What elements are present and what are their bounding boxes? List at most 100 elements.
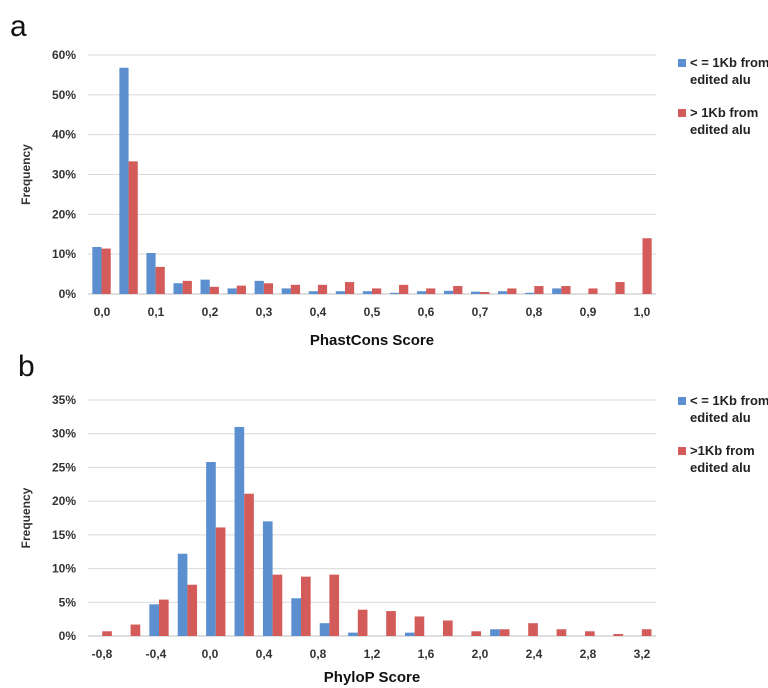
bar-near [498,291,508,294]
bar-far [641,629,652,636]
bar-far [426,288,436,294]
bar-near [173,283,183,295]
x-tick-label: 0,0 [202,647,219,661]
bar-far [344,282,355,294]
bar-far [528,623,538,636]
bar-near [291,598,301,636]
y-axis-title: Frequency [19,487,33,548]
y-tick-label: 10% [52,562,76,576]
panel-label: a [10,10,27,43]
bar-near [335,291,345,294]
bar-far [561,286,571,294]
x-tick-label: 0,7 [472,305,489,319]
chart-panel-a: a 0% 10% 20% 30% 40% 50% 60% 0,0 0,1 0,2 0,3 0,4 0,5 0… [10,10,768,349]
bar-far [215,527,226,636]
legend-label: edited alu [690,122,751,137]
bar-near [206,462,216,636]
bar-near [262,521,273,636]
bar-near [146,252,156,294]
bar-near [443,290,454,294]
bar-far [556,629,567,636]
bar-far [480,292,490,294]
x-tick-label: 0,0 [94,305,111,319]
bar-far [453,286,463,294]
bar-near [470,291,481,294]
legend-label: edited alu [690,72,751,87]
bar-far [263,283,274,295]
y-tick-label: 60% [52,48,76,62]
bar-far [317,284,328,294]
bar-far [642,238,652,294]
bar-far [613,633,624,636]
bar-far [443,620,453,636]
bar-near [119,67,129,294]
legend-label: edited alu [690,410,751,425]
bar-far [101,248,111,294]
bar-near [362,291,372,294]
y-tick-label: 25% [52,460,76,474]
y-tick-label: 20% [52,207,76,221]
bar-far [102,631,112,636]
bar-far [499,629,510,636]
y-tick-label: 5% [59,595,77,609]
x-tick-label: 0,6 [418,305,435,319]
x-tick-label: -0,8 [92,647,113,661]
bar-near [319,623,330,636]
y-tick-label: 35% [52,393,76,407]
bar-near [308,291,318,294]
bar-near [404,632,415,636]
y-axis-title: Frequency [19,144,33,205]
bar-far [236,285,246,294]
bar-far [209,286,219,294]
bar-far [585,631,595,636]
bar-far [244,493,254,636]
legend-label: > 1Kb from [690,105,758,120]
bar-far [357,609,368,636]
bar-near [227,288,237,294]
y-tick-label: 50% [52,88,76,102]
bar-far [507,288,517,294]
bar-near [525,292,535,295]
x-tick-label: 2,8 [580,647,597,661]
x-tick-label: 1,6 [418,647,435,661]
bar-far [329,574,340,636]
legend-swatch [678,397,686,405]
x-tick-label: 0,1 [148,305,165,319]
bar-far [187,584,198,636]
chart-panel-b: b 0% 5% 10% 15% 20% 25% 30% 35% -0,8 -0,4 0,0 0,4 0,8… [18,350,768,686]
bar-near [348,632,358,636]
x-tick-label: 0,8 [526,305,543,319]
x-axis-title: PhyloP Score [324,669,420,686]
y-tick-label: 15% [52,528,76,542]
bar-near [416,291,427,294]
bar-near [281,288,291,294]
bar-far [615,282,625,294]
y-tick-label: 10% [52,247,76,261]
bar-near [200,279,210,294]
bar-far [399,284,409,294]
panel-label: b [18,350,35,383]
bar-far [128,161,138,294]
bar-far [386,611,396,636]
y-tick-label: 30% [52,168,76,182]
legend-label: < = 1Kb from [690,393,768,408]
legend-label: >1Kb from [690,443,755,458]
bar-near [254,280,264,294]
bar-far [301,576,311,636]
bar-far [534,286,544,294]
x-tick-label: 3,2 [634,647,651,661]
bar-far [272,574,283,636]
y-tick-label: 30% [52,427,76,441]
bar-far [414,616,425,636]
x-tick-label: 1,2 [364,647,381,661]
legend-swatch [678,59,686,67]
x-tick-label: 0,4 [256,647,273,661]
x-tick-label: 0,4 [310,305,327,319]
bar-far [130,624,141,636]
x-tick-label: 0,3 [256,305,273,319]
legend-swatch [678,109,686,117]
y-tick-label: 0% [59,287,77,301]
x-tick-label: 0,9 [580,305,597,319]
